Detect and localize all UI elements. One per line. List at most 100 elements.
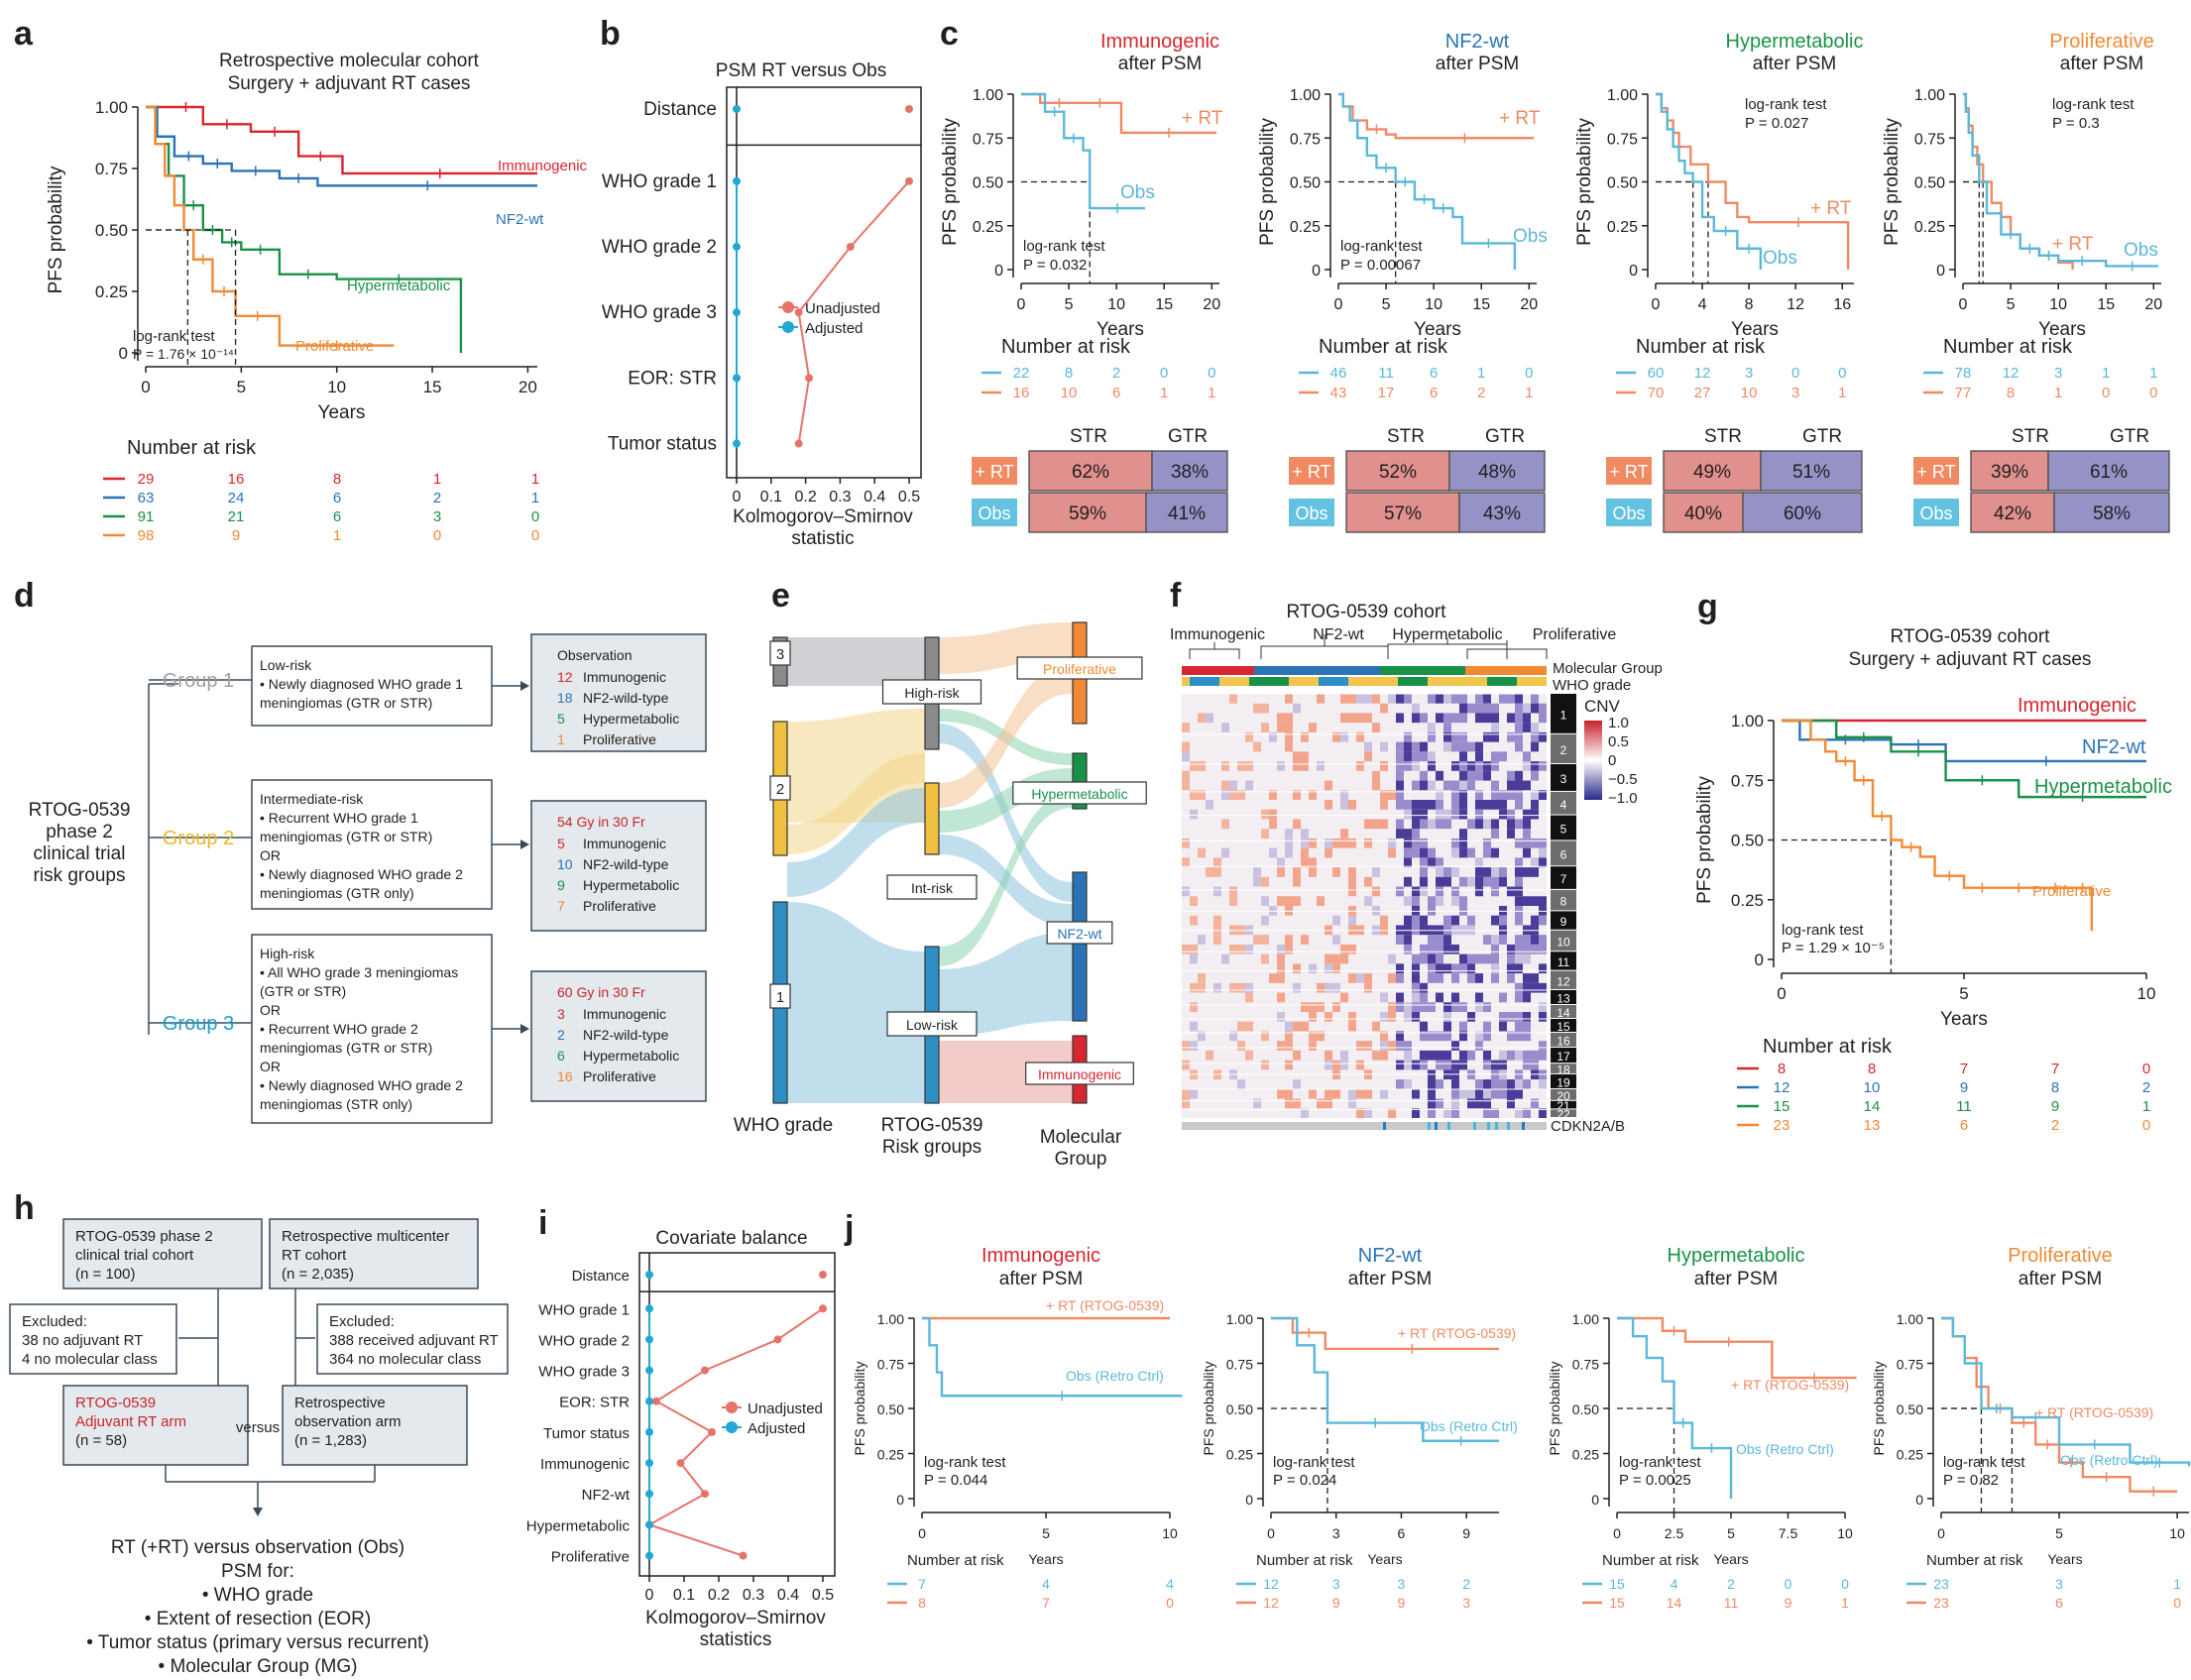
c3-ylabel: PFS probability (1574, 118, 1595, 246)
j3-ytick-label: 0.75 (1572, 1357, 1599, 1373)
f-heatmap-cell (1451, 741, 1459, 752)
j3-xtick-label: 5 (1727, 1525, 1735, 1541)
j1-ytick-label: 0.75 (877, 1357, 904, 1373)
d-criteria-line: meningiomas (GTR only) (260, 885, 414, 901)
c1-ylabel: PFS probability (940, 118, 961, 246)
c1-xtick-label: 0 (1017, 296, 1026, 313)
f-heatmap-cell (1380, 800, 1388, 810)
b-xtick-label: 0.5 (898, 489, 920, 505)
f-heatmap-cell (1213, 935, 1221, 945)
c3-gtr-value: 51% (1792, 462, 1830, 483)
c2-gtr-value: 48% (1478, 462, 1516, 483)
g-risk-value: 6 (1960, 1117, 1968, 1134)
f-heatmap-cell (1443, 780, 1451, 791)
c2-xtick-label: 5 (1382, 296, 1391, 313)
f-chromosome-label: 14 (1557, 1006, 1570, 1020)
f-cdkn2a-mark (1473, 1122, 1476, 1130)
d-arrowhead (520, 840, 529, 849)
f-heatmap-cell (1539, 944, 1547, 954)
c3-str-value: 49% (1693, 462, 1731, 483)
f-legend-tick: 0.5 (1608, 733, 1629, 750)
f-heatmap-cell (1428, 751, 1436, 762)
f-chromosome-block (1551, 791, 1576, 815)
f-heatmap-cell (1277, 1088, 1285, 1099)
f-heatmap-cell (1491, 867, 1499, 877)
f-heatmap-cell (1364, 819, 1372, 830)
f-heatmap-cell (1309, 1002, 1317, 1012)
f-heatmap-cell (1293, 1098, 1301, 1109)
c2-risk-value: 1 (1525, 385, 1533, 401)
i-point-adjusted (645, 1304, 653, 1313)
f-heatmap-cell (1229, 694, 1237, 704)
f-heatmap-cell (1364, 741, 1372, 752)
a-curve-immunogenic (146, 105, 537, 175)
c2-ytick-label: 1.00 (1290, 87, 1321, 104)
c2-arm-badge (1289, 457, 1334, 485)
f-heatmap-cell (1396, 741, 1404, 752)
f-heatmap-cell (1467, 876, 1475, 887)
f-heatmap-cell (1388, 1002, 1396, 1012)
f-heatmap-cell (1237, 761, 1245, 771)
f-heatmap-cell (1428, 1031, 1436, 1042)
f-heatmap-cell (1221, 953, 1229, 964)
f-heatmap-cell (1309, 867, 1317, 877)
j4-risk-value: 23 (1933, 1576, 1949, 1592)
c4-risk-title: Number at risk (1943, 336, 2073, 358)
d-criteria-line: OR (260, 1059, 281, 1074)
f-heatmap-cell (1523, 1031, 1531, 1042)
d-criteria-line: meningiomas (GTR or STR) (260, 829, 432, 844)
i-xtick-label: 0.4 (777, 1587, 799, 1604)
h-excluded-trial-text: 38 no adjuvant RT (22, 1332, 143, 1349)
f-heatmap-cell (1436, 800, 1443, 810)
e-node-nf2 (1072, 871, 1088, 1022)
j4-xlabel: Years (2047, 1551, 2082, 1567)
f-heatmap-cell (1301, 1108, 1309, 1118)
j1-risk-value: 8 (918, 1595, 926, 1611)
f-heatmap-cell (1269, 906, 1277, 916)
a-risk-value: 21 (228, 508, 245, 525)
c3-ytick-label: 1.00 (1607, 87, 1638, 104)
f-heatmap-cell (1372, 1021, 1380, 1032)
f-heatmap-cell (1491, 731, 1499, 742)
c2-xtick-label: 20 (1520, 296, 1538, 313)
f-heatmap-cell (1412, 819, 1420, 830)
f-heatmap-cell (1443, 876, 1451, 887)
f-chromosome-label: 2 (1560, 743, 1567, 757)
f-heatmap-cell (1539, 1050, 1547, 1061)
f-heatmap-cell (1332, 867, 1340, 877)
f-chromosome-label: 13 (1557, 991, 1570, 1005)
f-heatmap-cell (1317, 1031, 1325, 1042)
e-group-label: Immunogenic (1038, 1066, 1121, 1082)
c4-str-value: 42% (1994, 504, 2031, 524)
a-risk-value: 1 (531, 471, 539, 488)
f-cdkn2a-mark (1487, 1122, 1490, 1130)
f-heatmap-cell (1245, 944, 1253, 954)
j3-risk-title: Number at risk (1602, 1552, 1699, 1569)
f-heatmap-cell (1396, 992, 1404, 1003)
j3-risk-value: 15 (1609, 1595, 1625, 1611)
d-criteria-box (251, 645, 493, 727)
f-heatmap-cell (1309, 1012, 1317, 1022)
f-heatmap-cell (1412, 838, 1420, 848)
f-heatmap-cell (1269, 790, 1277, 800)
f-heatmap-cell (1531, 1098, 1539, 1109)
f-heatmap-cell (1428, 935, 1436, 945)
f-heatmap-cell (1221, 819, 1229, 830)
j3-risk-value: 0 (1841, 1576, 1849, 1592)
f-heatmap-cell (1499, 1050, 1507, 1061)
e-flow-grade3 (787, 637, 925, 686)
f-heatmap-cell (1412, 1002, 1420, 1012)
f-heatmap-cell (1531, 915, 1539, 926)
j1-xtick-label: 0 (918, 1525, 926, 1541)
i-point-adjusted (645, 1551, 653, 1560)
d-outcome-count: 18 (557, 690, 573, 706)
c2-stat-label: log-rank test (1340, 238, 1423, 255)
f-heatmap-cell (1404, 876, 1412, 887)
f-chromosome-block (1551, 694, 1576, 733)
j3-ylabel: PFS probability (1547, 1362, 1562, 1456)
f-heatmap-cell (1404, 944, 1412, 954)
f-heatmap-cell (1436, 886, 1443, 897)
h-trial-box-text: RTOG-0539 phase 2 (75, 1228, 213, 1245)
c1-gtr-cell (1151, 450, 1228, 492)
